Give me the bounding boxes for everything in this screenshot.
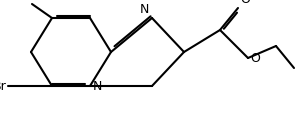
Text: O: O: [240, 0, 250, 6]
Text: O: O: [250, 51, 260, 65]
Text: Br: Br: [0, 80, 6, 93]
Text: N: N: [93, 80, 102, 93]
Text: N: N: [140, 3, 149, 16]
